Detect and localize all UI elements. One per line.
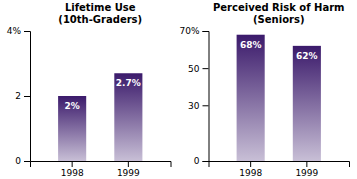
x-tick: 1999 xyxy=(295,161,318,178)
x-tick-label: 1999 xyxy=(117,168,140,178)
title: Lifetime Use xyxy=(65,2,136,13)
x-tick-mark xyxy=(306,161,307,167)
x-tick-label: 1998 xyxy=(61,168,84,178)
y-tick-mark xyxy=(24,161,30,162)
y-tick-label: 50 xyxy=(188,64,200,74)
subtitle: (10th-Graders) xyxy=(58,14,142,25)
figure: Lifetime Use(10th-Graders) 0 2 4% 1998 1999 2%… xyxy=(0,0,357,179)
y-tick-mark xyxy=(203,161,209,162)
y-tick-mark xyxy=(24,31,30,32)
y-tick-label: 30 xyxy=(188,101,200,111)
x-axis: 1998 1999 xyxy=(209,161,350,178)
y-axis: 0 2 4% xyxy=(7,26,31,166)
panel: Perceived Risk of Harm(Seniors) 0 30 50 70% 1… xyxy=(179,2,349,178)
data-labels: 2% 2.7% xyxy=(65,78,141,111)
y-tick-mark xyxy=(203,68,209,69)
y-axis-line xyxy=(24,32,31,162)
subtitle: (Seniors) xyxy=(253,14,304,25)
y-tick-label: 4% xyxy=(7,26,22,36)
x-tick-label: 1999 xyxy=(295,168,318,178)
panel: Lifetime Use(10th-Graders) 0 2 4% 1998 1999 2%… xyxy=(7,2,171,178)
x-tick: 1998 xyxy=(239,161,262,178)
x-axis-line xyxy=(209,162,350,168)
y-tick: 0 xyxy=(15,156,30,166)
y-tick: 30 xyxy=(188,101,208,111)
y-tick: 70% xyxy=(179,26,208,36)
data-label: 68% xyxy=(240,40,262,50)
y-axis-line xyxy=(203,32,210,162)
bar xyxy=(58,96,86,161)
y-tick: 4% xyxy=(7,26,30,36)
y-tick-label: 0 xyxy=(15,156,21,166)
y-tick-mark xyxy=(203,31,209,32)
title: Perceived Risk of Harm xyxy=(213,2,345,13)
x-tick-mark xyxy=(72,161,73,167)
bar xyxy=(114,73,142,161)
data-labels: 68% 62% xyxy=(240,40,318,61)
x-tick-mark xyxy=(250,161,251,167)
y-tick-mark xyxy=(203,105,209,106)
y-tick: 2 xyxy=(15,91,30,101)
bar xyxy=(293,46,321,161)
data-label: 2% xyxy=(65,101,80,111)
y-tick-label: 0 xyxy=(194,156,200,166)
y-tick-label: 70% xyxy=(179,26,199,36)
x-tick-mark xyxy=(128,161,129,167)
data-label: 62% xyxy=(296,51,318,61)
bars xyxy=(237,35,321,161)
y-axis: 0 30 50 70% xyxy=(179,26,209,166)
x-tick: 1998 xyxy=(61,161,84,178)
bar xyxy=(237,35,265,161)
y-tick: 50 xyxy=(188,64,208,74)
x-axis: 1998 1999 xyxy=(31,161,172,178)
x-axis-line xyxy=(31,162,172,168)
x-tick: 1999 xyxy=(117,161,140,178)
bars xyxy=(58,73,142,161)
y-tick-label: 2 xyxy=(15,91,21,101)
x-tick-label: 1998 xyxy=(239,168,262,178)
y-tick: 0 xyxy=(194,156,209,166)
data-label: 2.7% xyxy=(116,78,141,88)
y-tick-mark xyxy=(24,96,30,97)
